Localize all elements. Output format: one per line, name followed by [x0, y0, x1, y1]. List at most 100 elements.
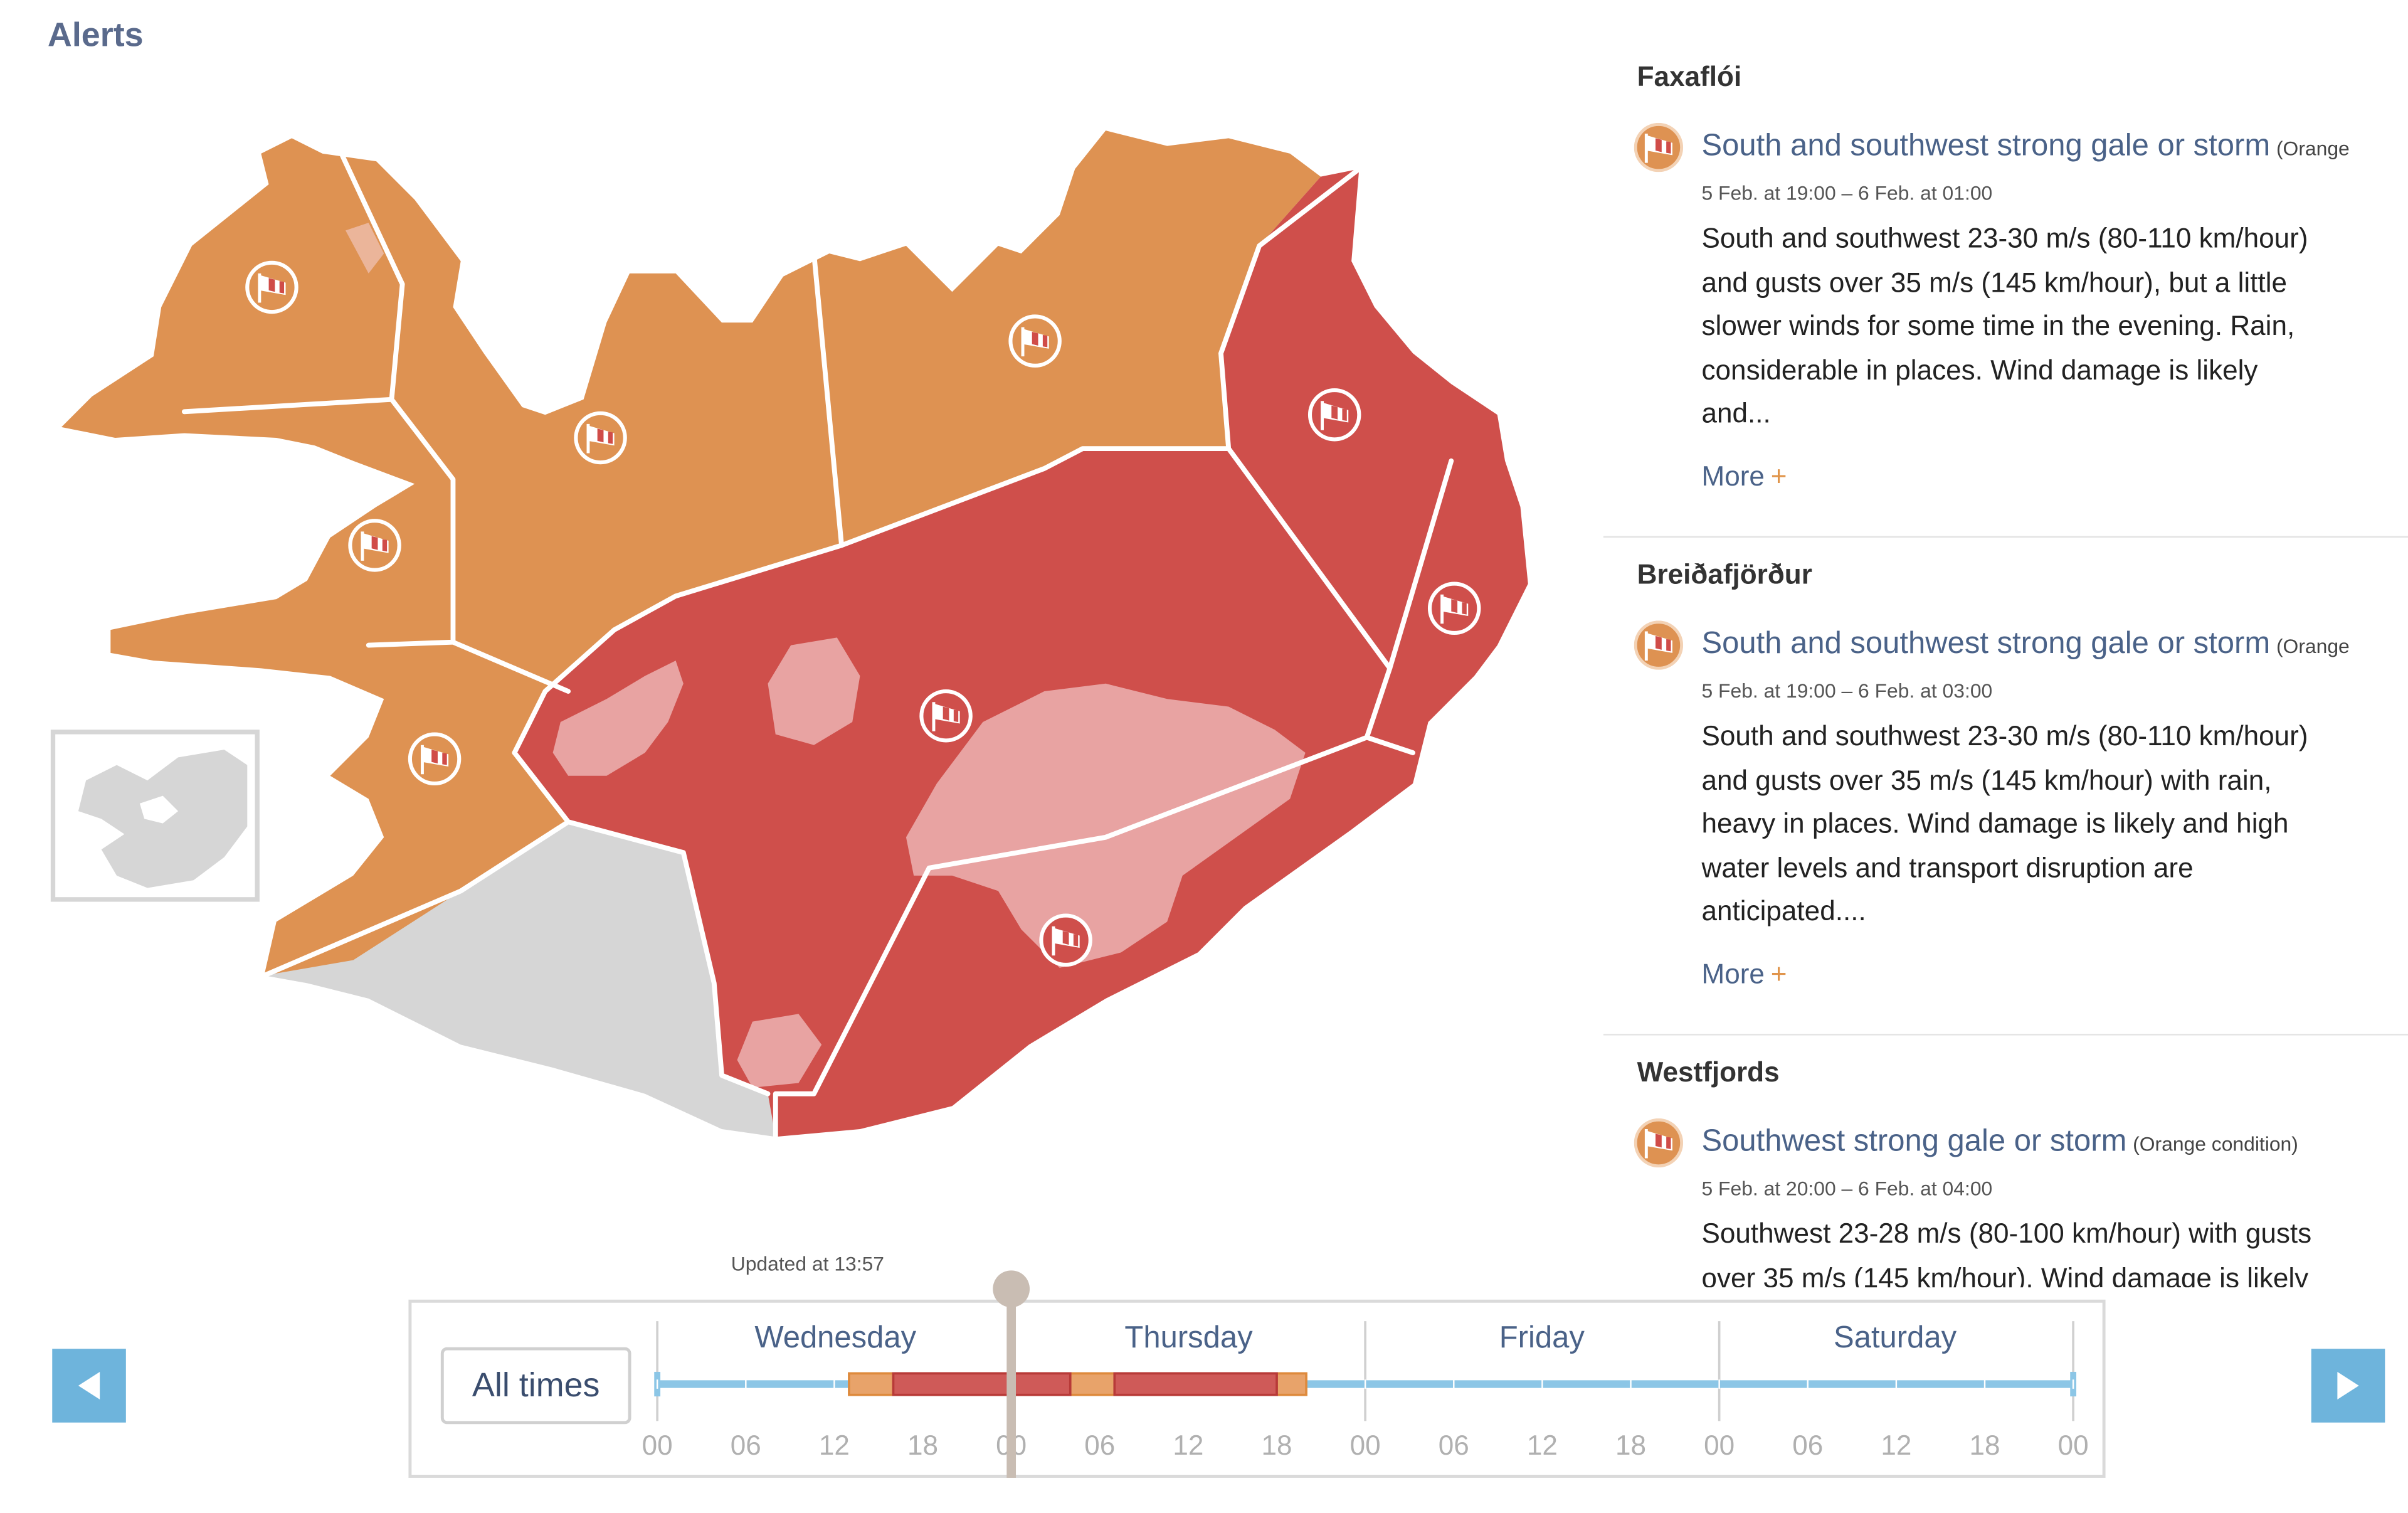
region-border	[512, 446, 1232, 755]
hour-label: 18	[1615, 1430, 1647, 1461]
description-line: considerable in places. Wind damage is l…	[1701, 354, 2258, 385]
hour-label: 18	[1261, 1430, 1292, 1461]
separator	[1603, 1034, 2408, 1036]
region-border	[512, 750, 771, 1096]
hour-label: 12	[1526, 1430, 1558, 1461]
description-line: and...	[1701, 398, 1771, 429]
day-label: Thursday	[1124, 1321, 1253, 1356]
alert-description: South and southwest 23-30 m/s (80-110 km…	[1701, 714, 2377, 933]
hour-label: 12	[818, 1430, 850, 1461]
description-line: South and southwest 23-30 m/s (80-110 km…	[1701, 223, 2308, 254]
alert-condition: (Orange	[2276, 634, 2350, 658]
alert-band-red	[1113, 1372, 1278, 1396]
capital-area-inset-map[interactable]	[50, 730, 260, 902]
day-label: Saturday	[1834, 1321, 1957, 1356]
alert-band-red	[892, 1372, 1072, 1396]
description-line: anticipated....	[1701, 895, 1866, 926]
description-line: and gusts over 35 m/s (145 km/hour), but…	[1701, 266, 2288, 297]
windsock-icon[interactable]	[1039, 913, 1092, 967]
windsock-icon	[1634, 1118, 1684, 1168]
region-name: Westfjords	[1637, 1056, 1780, 1088]
hour-label: 18	[907, 1430, 939, 1461]
alert-description: South and southwest 23-30 m/s (80-110 km…	[1701, 216, 2377, 435]
hour-label: 06	[1438, 1430, 1469, 1461]
region-border	[450, 639, 571, 694]
description-line: South and southwest 23-30 m/s (80-110 km…	[1701, 720, 2308, 751]
time-slider-knob[interactable]	[993, 1270, 1030, 1308]
hour-label: 06	[1084, 1430, 1116, 1461]
windsock-icon[interactable]	[1307, 388, 1361, 442]
alert-title-text: Southwest strong gale or storm	[1701, 1124, 2127, 1159]
windsock-icon[interactable]	[574, 411, 627, 465]
region-border	[335, 143, 405, 402]
hour-label: 00	[2057, 1430, 2089, 1461]
windsock-icon	[1634, 620, 1684, 670]
more-link[interactable]: More +	[1701, 958, 1787, 990]
windsock-icon[interactable]	[348, 519, 401, 572]
alert-condition: (Orange condition)	[2133, 1132, 2298, 1155]
hour-label: 00	[642, 1430, 673, 1461]
separator	[1603, 536, 2408, 538]
region-border	[1218, 166, 1454, 671]
hour-label: 06	[730, 1430, 761, 1461]
more-link[interactable]: More +	[1701, 461, 1787, 493]
region-name: Breiðafjörður	[1637, 559, 1812, 590]
region-border	[811, 251, 844, 548]
alert-title-text: South and southwest strong gale or storm	[1701, 627, 2271, 661]
timeline-track[interactable]	[0, 1260, 2408, 1513]
region-west-north-orange[interactable]	[61, 130, 1321, 976]
region-interior-east-red[interactable]	[514, 169, 1528, 1137]
triangle-right-icon	[2337, 1371, 2359, 1400]
windsock-icon[interactable]	[1008, 314, 1062, 368]
day-label: Wednesday	[754, 1321, 917, 1356]
hour-label: 00	[1349, 1430, 1381, 1461]
alert-title-link[interactable]: South and southwest strong gale or storm…	[1701, 627, 2349, 662]
all-times-button[interactable]: All times	[440, 1347, 631, 1425]
alert-time: 5 Feb. at 19:00 – 6 Feb. at 01:00	[1701, 181, 1993, 204]
hour-label: 12	[1173, 1430, 1204, 1461]
region-border	[773, 735, 1370, 1140]
more-label: More	[1701, 460, 1765, 492]
hour-label: 18	[1969, 1430, 2000, 1461]
alert-time: 5 Feb. at 19:00 – 6 Feb. at 03:00	[1701, 679, 1993, 703]
glacier-myrdalsjokull	[737, 1014, 822, 1088]
glacier-langjokull	[552, 661, 684, 776]
description-line: Southwest 23-28 m/s (80-100 km/hour) wit…	[1701, 1218, 2312, 1250]
windsock-icon[interactable]	[245, 260, 298, 314]
alert-title-text: South and southwest strong gale or storm	[1701, 129, 2271, 163]
prev-button[interactable]	[52, 1349, 126, 1423]
region-name: Faxaflói	[1637, 61, 1742, 92]
glacier-vatnajokull	[906, 683, 1306, 968]
iceland-alert-map	[61, 130, 1528, 1140]
windsock-icon[interactable]	[1427, 581, 1481, 635]
region-border	[261, 819, 571, 979]
time-slider-handle[interactable]	[1006, 1290, 1017, 1478]
region-border	[181, 396, 456, 648]
triangle-left-icon	[78, 1371, 100, 1400]
plus-icon: +	[1770, 460, 1787, 492]
description-line: over 35 m/s (145 km/hour). Wind damage i…	[1701, 1261, 2309, 1288]
plus-icon: +	[1770, 958, 1787, 990]
day-label: Friday	[1499, 1321, 1585, 1356]
alert-title-link[interactable]: Southwest strong gale or storm (Orange co…	[1701, 1125, 2298, 1160]
windsock-icon	[1634, 122, 1684, 173]
alerts-list: Faxaflói South and southwest strong gale…	[1603, 0, 2408, 1287]
windsock-icon[interactable]	[408, 732, 462, 786]
more-label: More	[1701, 958, 1765, 990]
region-southwest-no-alert[interactable]	[264, 822, 776, 1137]
alert-title-link[interactable]: South and southwest strong gale or storm…	[1701, 129, 2349, 164]
windsock-icon[interactable]	[919, 689, 973, 743]
next-button[interactable]	[2311, 1349, 2385, 1423]
description-line: and gusts over 35 m/s (145 km/hour) with…	[1701, 764, 2272, 795]
description-line: slower winds for some time in the evenin…	[1701, 310, 2295, 341]
hour-label: 12	[1881, 1430, 1912, 1461]
hour-label: 00	[1704, 1430, 1735, 1461]
description-line: water levels and transport disruption ar…	[1701, 851, 2194, 883]
updated-timestamp: Updated at 13:57	[731, 1251, 885, 1275]
alert-description: Southwest 23-28 m/s (80-100 km/hour) wit…	[1701, 1212, 2377, 1287]
hour-label: 06	[1792, 1430, 1824, 1461]
description-line: heavy in places. Wind damage is likely a…	[1701, 808, 2289, 839]
page-title: Alerts	[47, 15, 144, 54]
alert-time: 5 Feb. at 20:00 – 6 Feb. at 04:00	[1701, 1176, 1993, 1200]
alert-condition: (Orange	[2276, 136, 2350, 160]
